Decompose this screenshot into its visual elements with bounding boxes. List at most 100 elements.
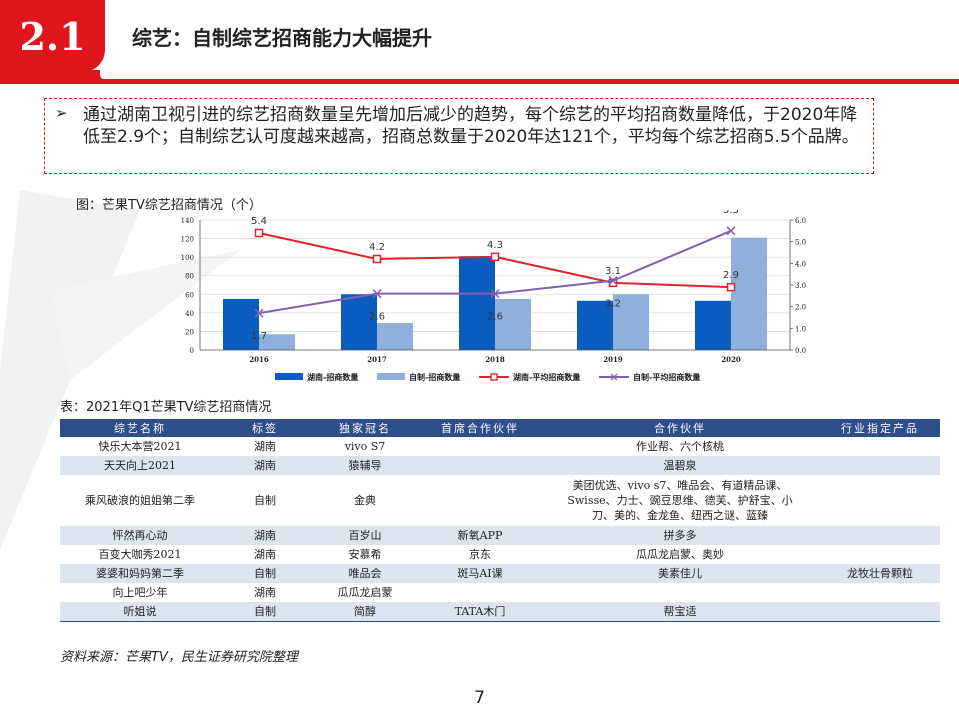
table-cell: 天天向上2021	[60, 456, 220, 475]
legend-label: 湖南-招商数量	[307, 372, 358, 382]
bar	[495, 298, 531, 350]
table-row: 向上吧少年 湖南 瓜瓜龙启蒙	[60, 583, 940, 602]
table-cell: 瓜瓜龙启蒙	[337, 586, 393, 599]
table-cell: 美素佳儿	[540, 564, 820, 583]
col-header-show: 综艺名称	[60, 419, 220, 437]
bar	[731, 237, 767, 350]
table-row: 快乐大本营2021 湖南 vivo S7 作业帮、六个核桃	[60, 437, 940, 456]
table-cell: 作业帮、六个核桃	[636, 440, 724, 453]
table-cell	[820, 526, 940, 545]
point	[608, 278, 618, 288]
table-cell: vivo S7	[344, 440, 386, 453]
table-cell: 斑马AI课	[420, 564, 540, 583]
table-cell: 听姐说	[60, 602, 220, 622]
figure-caption: 图：芒果TV综艺招商情况（个）	[76, 198, 262, 213]
data-label: 4.3	[487, 240, 503, 251]
x-tick-label: 2020	[721, 355, 741, 364]
chart-bars	[223, 237, 767, 350]
point	[490, 289, 500, 299]
table-cell: 金典	[354, 494, 376, 507]
table-cell: 安慕希	[348, 548, 382, 561]
table-cell: 拼多多	[540, 526, 820, 545]
table-cell: 婆婆和妈妈第二季	[60, 564, 220, 583]
y-left-tick-label: 140	[181, 217, 194, 225]
y-left-tick-label: 120	[181, 236, 194, 244]
table-row: 听姐说 自制 简醇 TATA木门 帮宝适	[60, 602, 940, 622]
y-left-tick-label: 0	[190, 347, 194, 355]
bar	[577, 300, 613, 350]
legend-swatch	[275, 373, 303, 380]
bar	[341, 294, 377, 350]
table-cell: 新氧APP	[420, 526, 540, 545]
table-row: 怦然再心动 湖南 百岁山 新氧APP 拼多多	[60, 526, 940, 545]
bar	[377, 323, 413, 350]
y-left-tick-label: 80	[185, 273, 194, 281]
table-cell	[540, 583, 820, 602]
data-label: 3.1	[605, 266, 621, 277]
point	[490, 252, 500, 262]
table-cell	[820, 583, 940, 602]
table-cell	[420, 437, 540, 456]
legend-label: 湖南-平均招商数量	[513, 372, 580, 382]
page-number: 7	[474, 688, 485, 708]
table-cell	[420, 456, 540, 475]
point	[372, 289, 382, 299]
table-cell	[420, 583, 540, 602]
table-row: 婆婆和妈妈第二季 自制 唯品会 斑马AI课 美素佳儿 龙牧壮骨颗粒	[60, 564, 940, 583]
table-row: 天天向上2021 湖南 猿辅导 温碧泉	[60, 456, 940, 475]
y-right-tick-label: 3.0	[795, 282, 806, 290]
x-tick-label: 2016	[249, 355, 269, 364]
x-tick-label: 2019	[603, 355, 623, 364]
table-cell	[420, 475, 540, 526]
source-note: 资料来源：芒果TV，民生证券研究院整理	[60, 650, 298, 665]
point	[254, 308, 264, 318]
legend-label: 自制-平均招商数量	[633, 372, 700, 382]
y-left-tick-label: 100	[181, 254, 194, 262]
table-cell: 百变大咖秀2021	[98, 548, 182, 561]
col-header-chief-partner: 首席合作伙伴	[420, 419, 540, 437]
table-cell	[820, 602, 940, 622]
y-left-tick-label: 20	[185, 328, 194, 336]
sponsor-chart: 0 20 40 60 80 100 120 140 0.0 1.0 2.0 3.0 4.0 5.0 6.0 2…	[181, 210, 807, 382]
table-cell: 美团优选、vivo s7、唯品会、有道精品课、Swisse、力士、豌豆思维、德芙…	[567, 479, 793, 522]
bullet-arrow-icon: ➢	[55, 104, 68, 122]
y-right-tick-label: 0.0	[795, 347, 806, 355]
table-cell: 湖南	[254, 586, 276, 599]
data-label: 5.4	[251, 216, 267, 227]
point	[372, 254, 382, 264]
col-header-designated-product: 行业指定产品	[820, 419, 940, 437]
data-label: 2.9	[723, 270, 739, 281]
x-tick-label: 2017	[367, 355, 387, 364]
chart-labels: 5.4 4.2 4.3 3.1 2.9 1.7 2.6 2.6 3.2 5.5	[251, 210, 739, 342]
table-cell: 猿辅导	[310, 456, 420, 475]
table-cell: 瓜瓜龙启蒙、奥妙	[636, 548, 724, 561]
table-cell: 帮宝适	[540, 602, 820, 622]
data-label: 5.5	[723, 210, 739, 216]
data-label: 2.6	[487, 312, 503, 323]
table-cell	[820, 437, 940, 456]
summary-text: 通过湖南卫视引进的综艺招商数量呈先增加后减少的趋势，每个综艺的平均招商数量降低，…	[83, 105, 859, 147]
bar	[223, 298, 259, 350]
y-right-tick-label: 6.0	[795, 217, 806, 225]
data-label: 4.2	[369, 242, 385, 253]
x-tick-label: 2018	[485, 355, 505, 364]
table-cell: 湖南	[254, 440, 276, 453]
y-left-tick-label: 40	[185, 310, 194, 318]
bar	[459, 256, 495, 350]
table-cell	[820, 545, 940, 564]
table-cell: 自制	[220, 564, 310, 583]
y-right-tick-label: 5.0	[795, 239, 806, 247]
bar	[259, 334, 295, 350]
point	[608, 276, 618, 286]
table-cell: 湖南	[220, 526, 310, 545]
table-row: 百变大咖秀2021 湖南 安慕希 京东 瓜瓜龙启蒙、奥妙	[60, 545, 940, 564]
legend-marker	[490, 373, 498, 381]
point	[726, 226, 736, 236]
chart-legend: 湖南-招商数量 自制-招商数量 湖南-平均招商数量 自制-平均招商数量	[275, 372, 700, 382]
table-cell: 湖南	[220, 456, 310, 475]
table-cell: 乘风破浪的姐姐第二季	[85, 494, 195, 507]
table-cell: 向上吧少年	[112, 586, 168, 599]
table-cell: TATA木门	[420, 602, 540, 622]
data-label: 3.2	[605, 299, 621, 310]
table-cell: 唯品会	[310, 564, 420, 583]
